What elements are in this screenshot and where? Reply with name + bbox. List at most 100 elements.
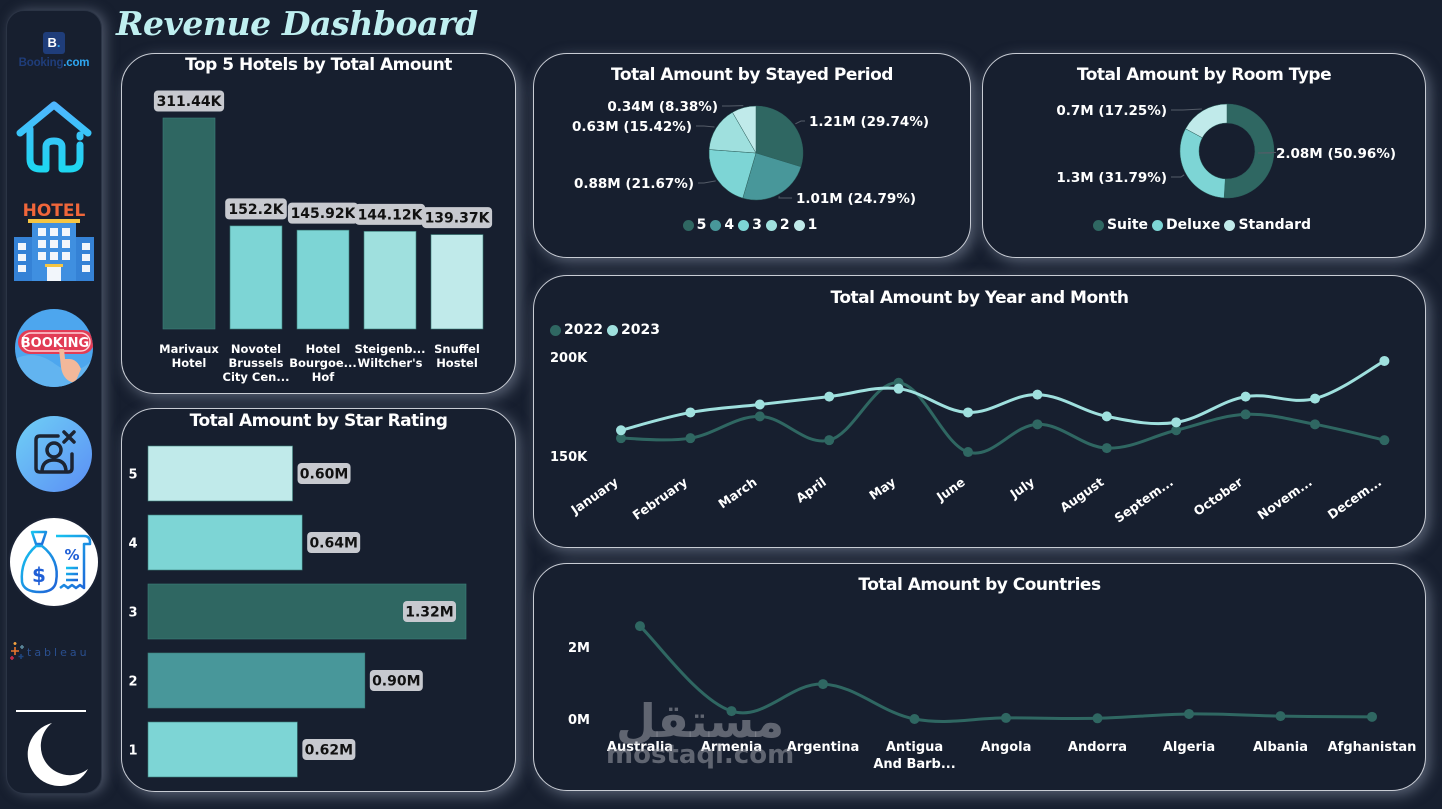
hotel-axis-label: Snuffel (434, 342, 480, 356)
legend-dot (550, 324, 561, 336)
year-month-chart: 200K 150K January February March April May June… (550, 351, 1390, 526)
top-hotels-chart: 311.44KMarivauxHotel152.2KNovotelBrussel… (153, 90, 493, 384)
hotel-bar-label-bg (287, 202, 359, 224)
nav-finance-button[interactable]: % $ (8, 516, 100, 608)
series-line-2023 (620, 359, 1386, 432)
hotel-axis-label: Bourgoe... (289, 356, 357, 370)
booking-logo[interactable]: B. Booking.com (9, 21, 99, 79)
star-bar (147, 514, 303, 571)
legend-dot (738, 219, 750, 231)
hotel-axis-label: City Cen... (223, 370, 290, 384)
hotel-bar (430, 234, 484, 330)
svg-text:$: $ (32, 563, 46, 587)
x-tick-label: July (1006, 474, 1037, 502)
data-point-2023 (754, 399, 765, 410)
y-tick-label: 150K (550, 450, 588, 465)
donut-slice (1185, 103, 1228, 139)
legend-item[interactable]: 2023 (606, 322, 660, 338)
legend-item[interactable]: 4 (710, 217, 734, 233)
legend-dot (710, 219, 722, 231)
star-bar-label-bg (369, 670, 423, 691)
legend-item[interactable]: 2 (765, 217, 790, 233)
x-tick-label: Argentina (787, 740, 860, 755)
tableau-icon: tableau (10, 642, 87, 660)
money-bag-receipt-icon: % $ (20, 530, 92, 594)
data-point (1275, 711, 1286, 722)
legend-label: 4 (724, 217, 735, 233)
legend-label: 2023 (620, 322, 660, 338)
pie-slice (708, 149, 757, 199)
series-line (638, 625, 1373, 723)
nav-cancel-contact-button[interactable] (16, 416, 92, 492)
top-hotels-title: Top 5 Hotels by Total Amount (185, 55, 452, 75)
leader-line (1171, 108, 1202, 111)
legend-dot (765, 219, 777, 231)
data-point-2022 (1379, 435, 1390, 446)
data-point-2023 (893, 383, 904, 394)
booking-logo-text: Booking.com (18, 56, 90, 69)
x-tick-label: Angola (981, 740, 1032, 755)
countries-chart: 2M 0M Australia Armenia Argentina Antigua And … (568, 621, 1417, 772)
x-tick-label: February (630, 474, 690, 523)
legend-label: 3 (752, 217, 762, 233)
nav-home-button[interactable] (14, 97, 94, 177)
nav-booking-button[interactable]: BOOKING (15, 309, 93, 387)
hotel-axis-label: Hotel (172, 356, 207, 370)
x-tick-label: June (933, 474, 968, 505)
data-point-2022 (1171, 425, 1182, 436)
data-point-2022 (754, 411, 765, 422)
x-tick-label: Afghanistan (1328, 740, 1417, 755)
stayed-period-card: Total Amount by Stayed Period 1.21M (29.… (533, 53, 971, 258)
tableau-logo[interactable]: tableau (9, 639, 99, 665)
pie-slice (732, 105, 757, 154)
y-tick-label: 2M (568, 641, 590, 656)
pie-data-label: 1.01M (24.79%) (796, 191, 916, 207)
hotel-bar (296, 229, 350, 330)
sidebar: B. Booking.com HOTEL (6, 10, 102, 794)
room-type-card: Total Amount by Room Type 2.08M (50.96%)… (982, 53, 1426, 258)
pie-data-label: 0.63M (15.42%) (572, 119, 692, 135)
data-point-2022 (685, 433, 696, 444)
legend-item[interactable]: 5 (682, 217, 706, 233)
legend-label: 2 (779, 217, 790, 233)
legend-item[interactable]: Deluxe (1152, 217, 1220, 233)
star-bar (147, 445, 293, 502)
legend-item[interactable]: Standard (1224, 217, 1311, 233)
star-axis-label: 1 (128, 744, 137, 759)
booking-icon: BOOKING (15, 330, 93, 387)
legend-label: Deluxe (1166, 217, 1221, 233)
svg-text:%: % (64, 546, 79, 564)
data-point (818, 679, 828, 690)
star-rating-card: Total Amount by Star Rating 5 0.60M 4 0.64M… (121, 408, 516, 792)
theme-toggle-button[interactable] (18, 719, 90, 789)
user-remove-icon (34, 430, 76, 474)
legend-item[interactable]: 3 (738, 217, 762, 233)
legend-item[interactable]: Suite (1092, 217, 1148, 233)
room-type-title: Total Amount by Room Type (1076, 65, 1332, 85)
x-tick-label: Decem... (1325, 474, 1384, 522)
legend-item[interactable]: 2022 (550, 322, 603, 338)
countries-title: Total Amount by Countries (858, 575, 1101, 595)
hotel-axis-label: Hotel (306, 342, 341, 356)
leader-line (698, 180, 716, 184)
hotel-bar (229, 225, 283, 330)
donut-slice (1179, 128, 1226, 199)
data-point-2023 (1310, 393, 1320, 404)
hotel-axis-label: Novotel (231, 342, 281, 356)
svg-text:HOTEL: HOTEL (23, 201, 86, 221)
star-bar-label: 0.60M (300, 467, 348, 483)
hotel-bar-label: 144.12K (358, 207, 424, 223)
x-tick-label: And Barb... (873, 757, 955, 772)
moon-icon (27, 723, 89, 787)
room-type-legend: Suite Deluxe Standard (983, 217, 1425, 235)
countries-card: Total Amount by Countries 2M 0M Australia A… (533, 563, 1426, 791)
donut-slice (1223, 103, 1275, 199)
data-point-2022 (963, 447, 973, 458)
nav-hotel-button[interactable]: HOTEL (12, 199, 96, 281)
legend-item[interactable]: 1 (793, 217, 817, 233)
legend-label: Standard (1238, 217, 1312, 233)
x-tick-label: April (793, 474, 829, 505)
y-tick-label: 0M (568, 713, 590, 728)
data-point (726, 706, 737, 717)
home-icon (16, 101, 92, 173)
